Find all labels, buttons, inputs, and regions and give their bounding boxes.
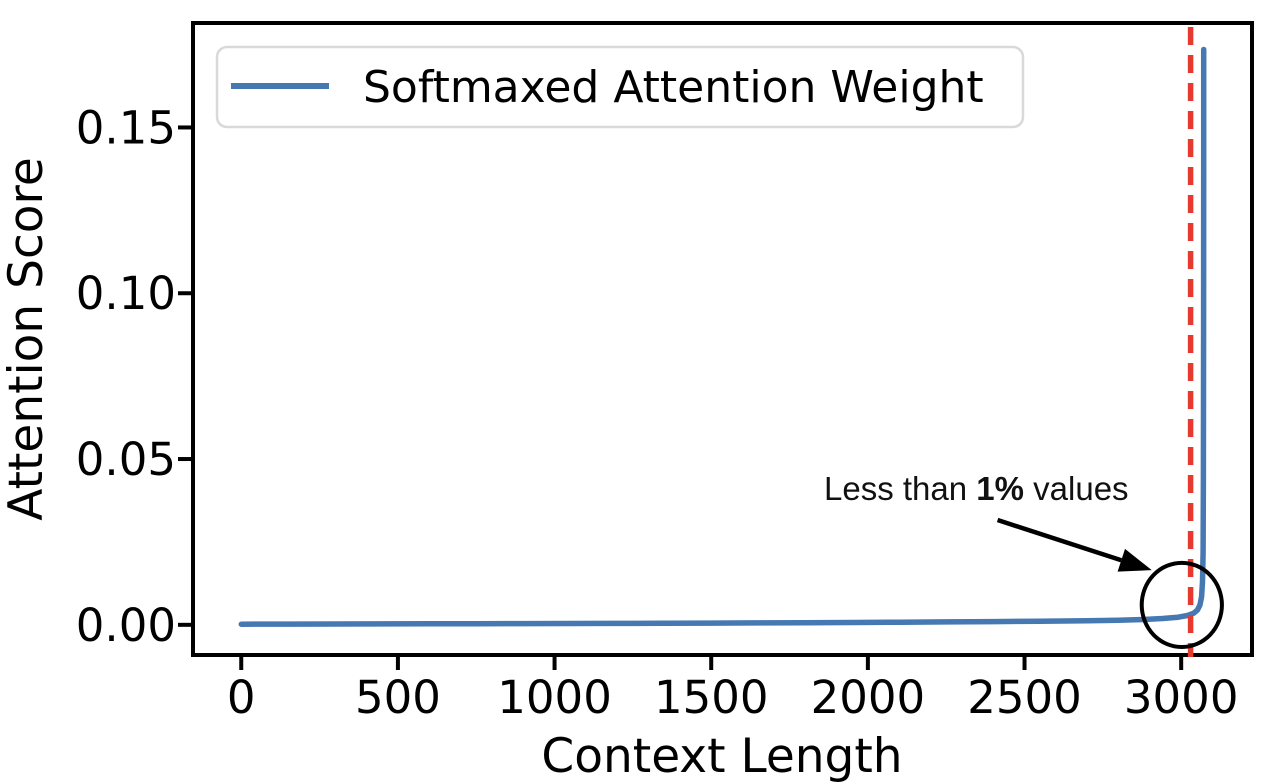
- annotation-text-prefix: Less than: [824, 470, 976, 507]
- x-tick-label: 500: [355, 671, 441, 724]
- annotation-text-bold: 1%: [976, 470, 1024, 507]
- x-tick-label: 1000: [497, 671, 612, 724]
- annotation-arrow-head: [1117, 548, 1152, 572]
- annotation-circle: [1139, 560, 1224, 650]
- x-tick-label: 2000: [811, 671, 926, 724]
- attention-curve: [238, 46, 1207, 627]
- annotation-arrow-line: [996, 517, 1122, 563]
- x-axis-label: Context Length: [541, 729, 902, 783]
- plot-frame: [191, 21, 1254, 657]
- y-axis-label: Attention Score: [0, 157, 54, 521]
- x-tick-label: 2500: [967, 671, 1082, 724]
- y-tick-label: 0.15: [76, 101, 176, 154]
- legend-label: Softmaxed Attention Weight: [363, 62, 984, 113]
- y-tick-label: 0.00: [76, 599, 176, 652]
- x-tick-label: 3000: [1124, 671, 1239, 724]
- annotation-text: Less than 1% values: [824, 470, 1129, 507]
- annotation-layer: [996, 27, 1224, 657]
- legend: Softmaxed Attention Weight: [215, 45, 1025, 129]
- legend-box: [215, 45, 1025, 129]
- y-tick-label: 0.05: [76, 433, 176, 486]
- plot-content-layer: 0 500 1000 1500 2000 2500 3000 0.00 0.05 0.10 0.15: [76, 46, 1239, 724]
- x-tick-label: 0: [227, 671, 256, 724]
- x-tick-label: 1500: [654, 671, 769, 724]
- annotation-text-suffix: values: [1024, 470, 1129, 507]
- y-tick-label: 0.10: [76, 267, 176, 320]
